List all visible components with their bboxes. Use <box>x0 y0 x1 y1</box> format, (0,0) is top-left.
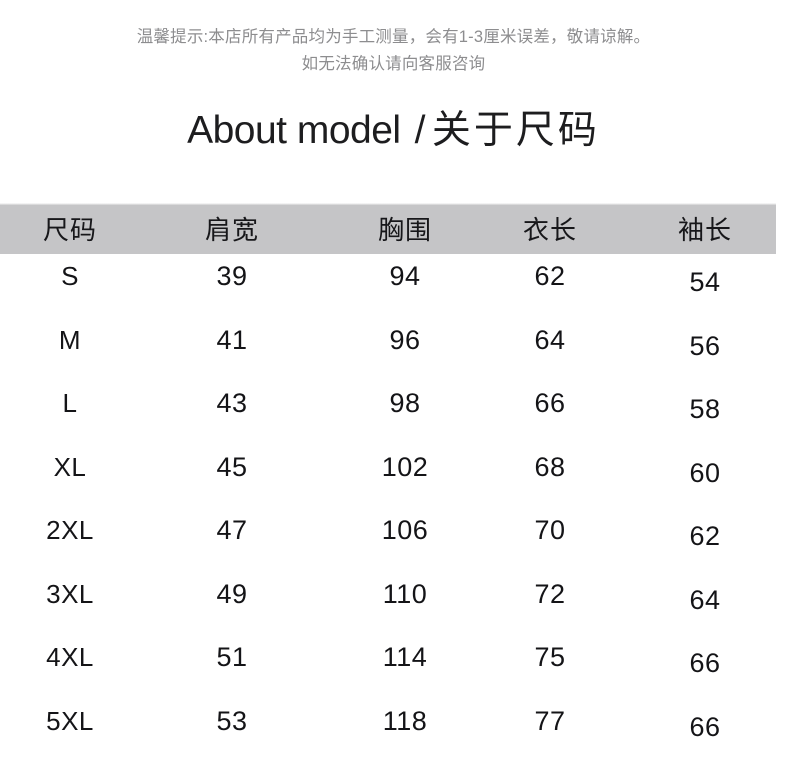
column-header-size: 尺码 <box>42 215 98 245</box>
cell-length: 72 <box>534 578 566 609</box>
cell-shoulder: 49 <box>216 578 248 609</box>
cell-length: 62 <box>534 261 566 291</box>
cell-bust: 110 <box>382 578 428 609</box>
cell-size: 4XL <box>46 642 94 672</box>
cell-shoulder: 53 <box>216 705 248 736</box>
cell-sleeve: 66 <box>689 711 721 742</box>
cell-bust: 114 <box>382 642 428 672</box>
table-row: M 41 96 64 56 <box>0 320 787 384</box>
cell-sleeve: 66 <box>689 648 721 678</box>
cell-sleeve: 62 <box>689 521 721 551</box>
notice-line-1: 温馨提示:本店所有产品均为手工测量，会有1-3厘米误差，敬请谅解。 <box>136 28 651 46</box>
table-header-row: 尺码 肩宽 胸围 衣长 袖长 <box>0 203 776 254</box>
cell-length: 75 <box>534 642 566 672</box>
cell-sleeve: 56 <box>689 330 721 361</box>
cell-shoulder: 39 <box>216 261 248 291</box>
cell-sleeve: 60 <box>689 457 721 488</box>
cell-sleeve: 54 <box>689 267 721 297</box>
cell-size: 5XL <box>46 705 94 736</box>
cell-bust: 102 <box>381 451 429 482</box>
cell-shoulder: 51 <box>216 642 248 672</box>
cell-shoulder: 47 <box>216 515 248 545</box>
table-row: 4XL 51 114 75 66 <box>0 637 787 701</box>
measurement-notice: 温馨提示:本店所有产品均为手工测量，会有1-3厘米误差，敬请谅解。 如无法确认请… <box>0 24 787 78</box>
size-chart-table: 尺码 肩宽 胸围 衣长 袖长 S 39 94 62 54 M 41 96 64 56 L 43 98 66 58 XL… <box>0 203 787 761</box>
table-row: 5XL 53 118 77 66 <box>0 701 787 765</box>
cell-sleeve: 58 <box>689 394 721 424</box>
table-row: S 39 94 62 54 <box>0 256 787 320</box>
cell-size: XL <box>53 451 87 482</box>
page-title-chinese: 关于尺码 <box>431 109 600 152</box>
cell-length: 70 <box>534 515 566 545</box>
cell-bust: 106 <box>381 515 429 545</box>
table-row: 2XL 47 106 70 62 <box>0 510 787 574</box>
column-header-length: 衣长 <box>522 215 578 245</box>
page-title-separator: / <box>414 109 426 152</box>
cell-shoulder: 41 <box>216 324 248 355</box>
page-title-english: About model <box>187 109 401 152</box>
cell-size: 2XL <box>46 515 94 545</box>
cell-length: 64 <box>534 324 566 355</box>
table-row: 3XL 49 110 72 64 <box>0 574 787 638</box>
cell-shoulder: 45 <box>216 451 248 482</box>
cell-length: 68 <box>534 451 566 482</box>
cell-bust: 94 <box>389 261 421 291</box>
cell-shoulder: 43 <box>216 388 248 418</box>
table-row: L 43 98 66 58 <box>0 383 787 447</box>
cell-size: S <box>61 261 79 291</box>
cell-bust: 96 <box>389 324 421 355</box>
cell-bust: 118 <box>382 705 428 736</box>
cell-sleeve: 64 <box>689 584 721 615</box>
cell-bust: 98 <box>389 388 421 418</box>
cell-size: L <box>62 388 78 418</box>
page-title: About model / 关于尺码 <box>0 106 787 156</box>
cell-length: 66 <box>534 388 566 418</box>
column-header-sleeve: 袖长 <box>677 215 733 245</box>
column-header-bust: 胸围 <box>377 215 433 245</box>
cell-size: M <box>58 324 82 355</box>
cell-length: 77 <box>534 705 566 736</box>
column-header-shoulder: 肩宽 <box>204 215 260 245</box>
cell-size: 3XL <box>46 578 94 609</box>
table-row: XL 45 102 68 60 <box>0 447 787 511</box>
table-body: S 39 94 62 54 M 41 96 64 56 L 43 98 66 58 XL 45 102 68 60 2X… <box>0 254 787 761</box>
notice-line-2: 如无法确认请向客服咨询 <box>301 55 486 73</box>
